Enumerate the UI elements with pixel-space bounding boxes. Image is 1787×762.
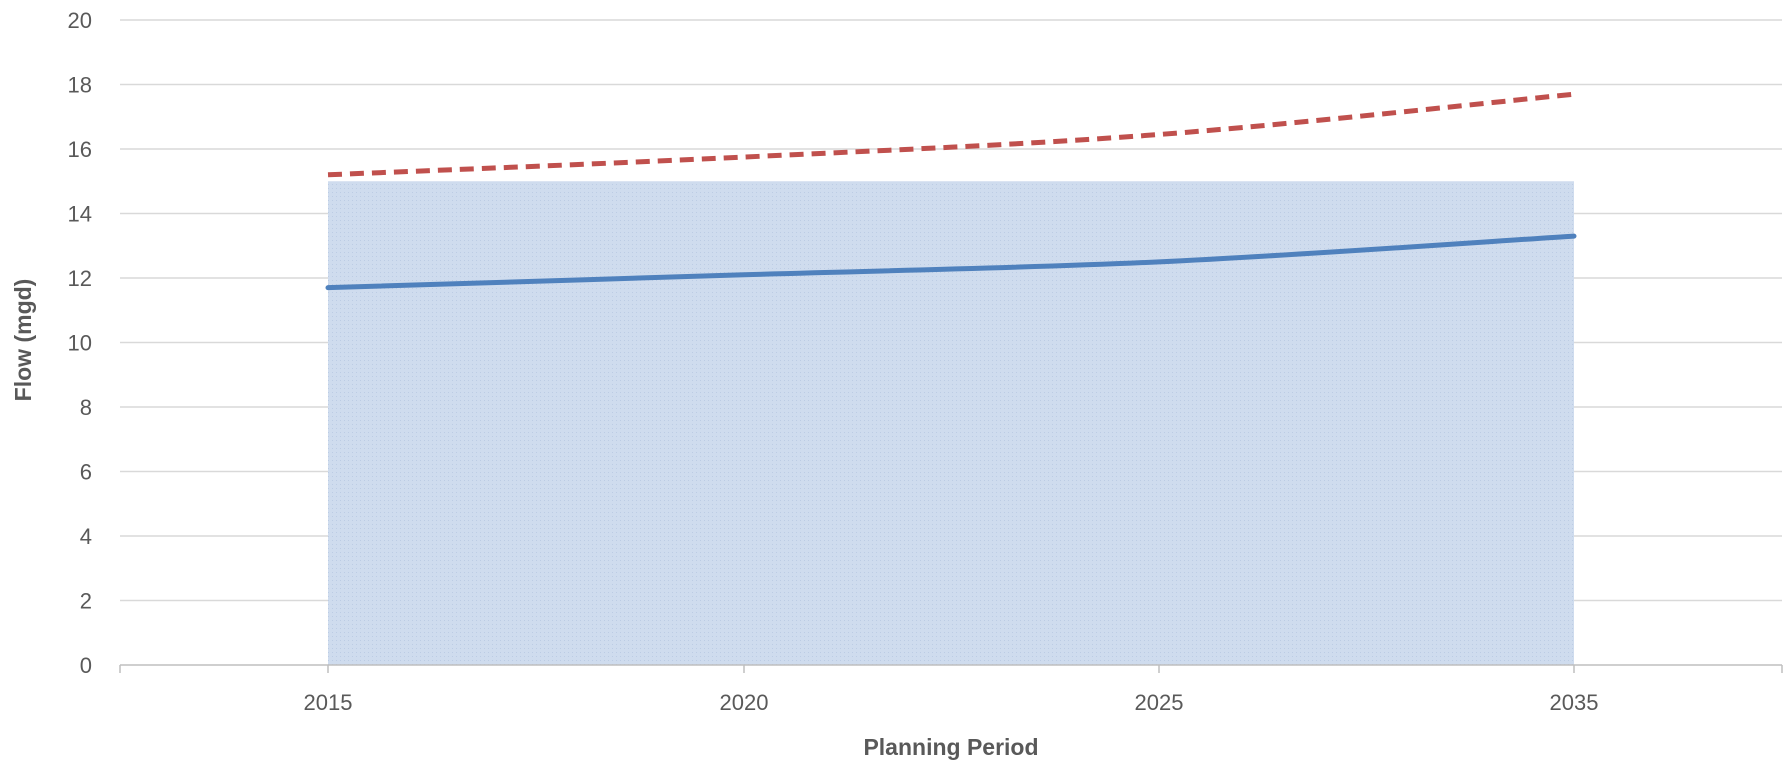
x-axis-title: Planning Period — [863, 734, 1038, 760]
y-tick-label-0: 0 — [80, 653, 92, 678]
x-tick-label-2025: 2025 — [1135, 690, 1184, 715]
y-tick-label-10: 10 — [68, 331, 92, 356]
x-tick-label-2020: 2020 — [720, 690, 769, 715]
x-tick-labels: 2015 2020 2025 2035 — [304, 690, 1599, 715]
y-tick-label-12: 12 — [68, 266, 92, 291]
y-tick-label-18: 18 — [68, 73, 92, 98]
y-tick-label-4: 4 — [80, 524, 92, 549]
y-tick-label-6: 6 — [80, 460, 92, 485]
y-tick-label-2: 2 — [80, 589, 92, 614]
y-tick-label-14: 14 — [68, 202, 92, 227]
x-tick-label-2015: 2015 — [304, 690, 353, 715]
y-tick-label-8: 8 — [80, 395, 92, 420]
y-tick-label-16: 16 — [68, 137, 92, 162]
capacity-area-fill — [328, 181, 1574, 665]
y-tick-label-20: 20 — [68, 8, 92, 33]
y-tick-labels: 0 2 4 6 8 10 12 14 16 18 20 — [68, 8, 92, 678]
y-axis-title: Flow (mgd) — [10, 279, 36, 402]
series-line-2 — [327, 91, 1575, 178]
x-tick-label-2035: 2035 — [1550, 690, 1599, 715]
axes — [119, 664, 1783, 673]
capacity-area — [328, 181, 1574, 665]
series-lines — [325, 91, 1577, 291]
series-line-1 — [325, 233, 1577, 291]
